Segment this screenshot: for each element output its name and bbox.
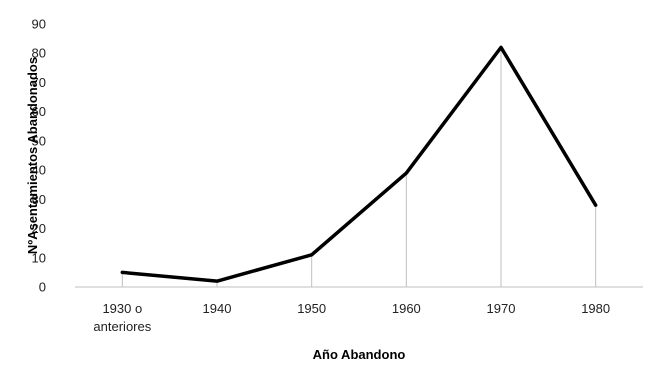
series-line — [120, 45, 598, 283]
y-tick-label: 20 — [32, 221, 46, 236]
x-tick-label: 1960 — [392, 301, 421, 316]
y-tick-label: 60 — [32, 104, 46, 119]
x-tick-label: 1940 — [203, 301, 232, 316]
x-tick-label: 1950 — [297, 301, 326, 316]
y-axis-ticks: 0 10 20 30 40 50 60 70 80 90 — [32, 17, 46, 295]
y-tick-label: 0 — [39, 280, 46, 295]
y-tick-label: 30 — [32, 192, 46, 207]
x-tick-label: 1980 — [581, 301, 610, 316]
drop-lines — [121, 47, 597, 287]
y-tick-label: 70 — [32, 75, 46, 90]
y-tick-label: 80 — [32, 46, 46, 61]
y-tick-label: 10 — [32, 250, 46, 265]
x-tick-label: 1970 — [487, 301, 516, 316]
y-tick-label: 50 — [32, 133, 46, 148]
y-tick-label: 40 — [32, 163, 46, 178]
x-axis-ticks: 1930 o anteriores 1940 1950 1960 1970 1980 — [93, 301, 610, 334]
x-tick-label: 1930 o anteriores — [93, 301, 151, 334]
x-axis-title: Año Abandono — [313, 347, 406, 362]
y-axis-title: NºAsentamientos Abandonados — [25, 57, 40, 254]
y-tick-label: 90 — [32, 17, 46, 32]
